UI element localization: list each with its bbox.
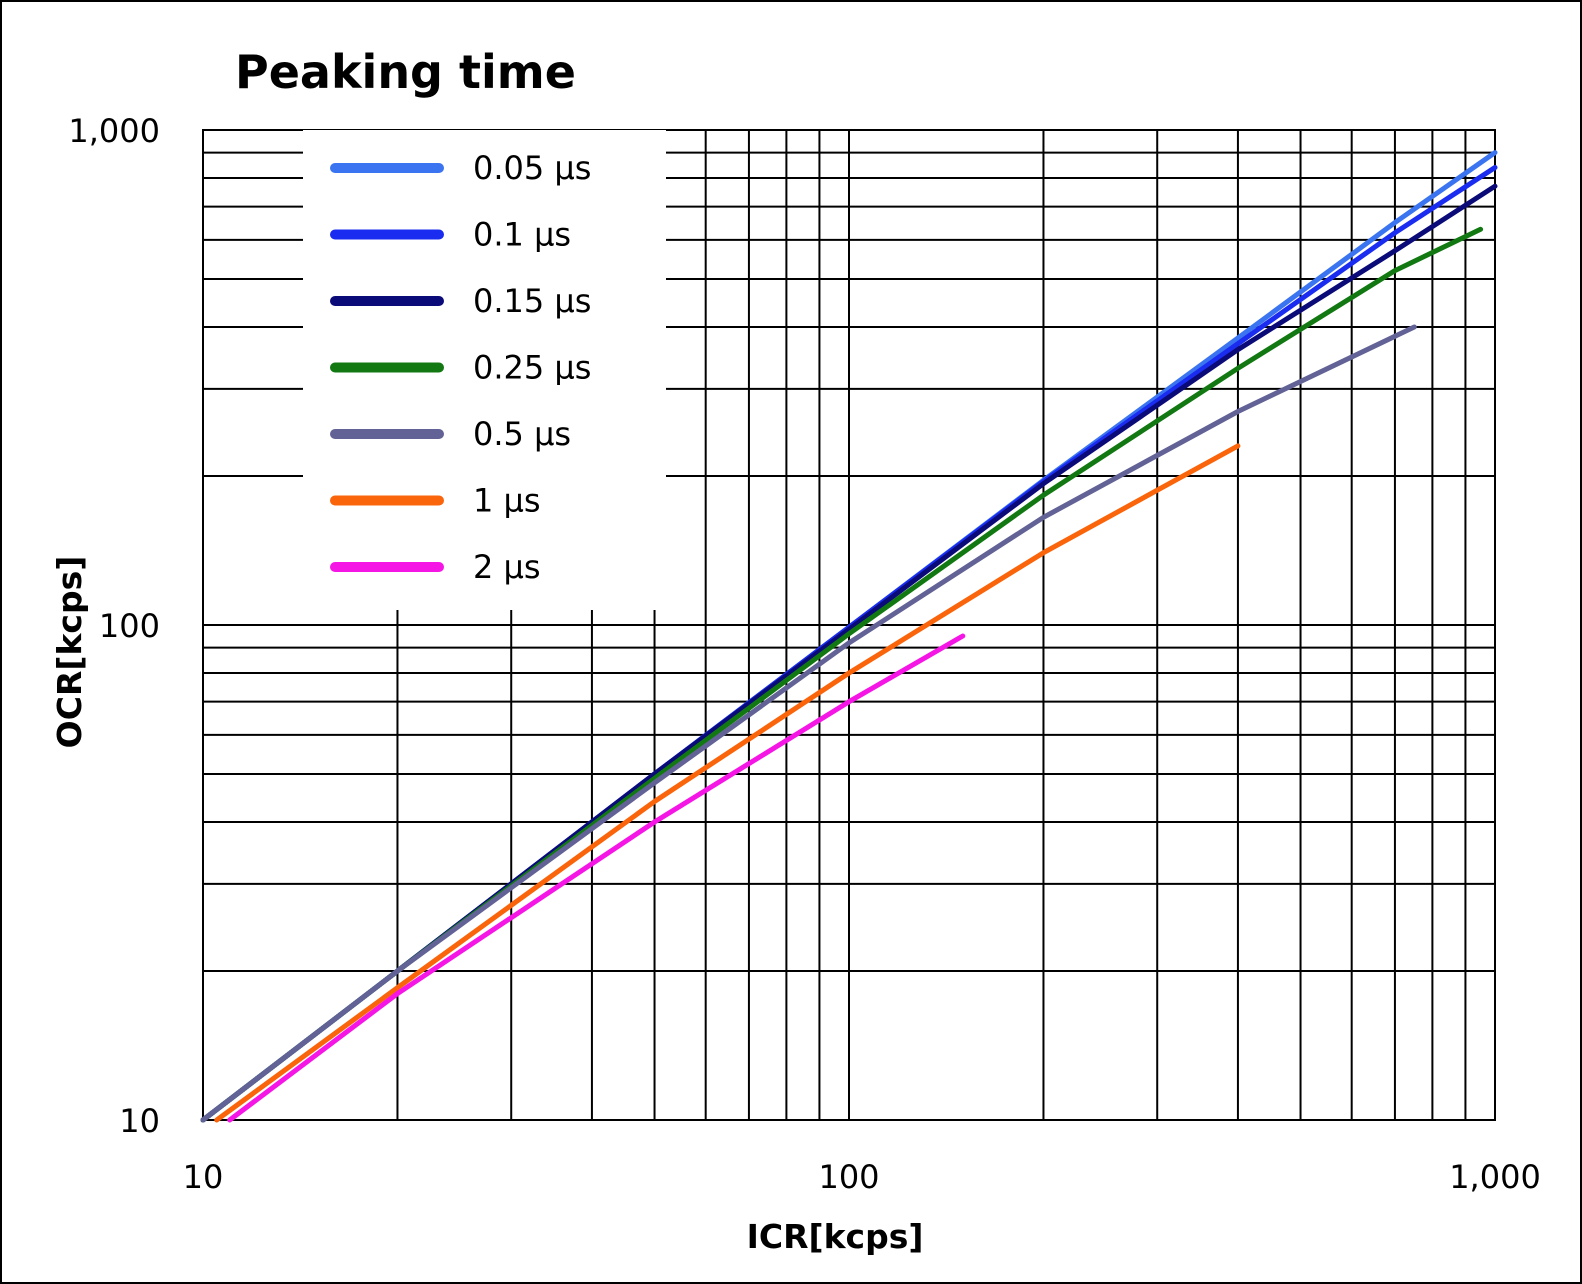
- legend: 0.05 μs 0.1 μs 0.15 μs 0.25 μs 0.5 μs 1 μs 2 μ…: [330, 149, 591, 586]
- series-line-5: [214, 443, 1241, 1123]
- x-axis-title: ICR[kcps]: [747, 1217, 924, 1256]
- y-axis-title: OCR[kcps]: [50, 556, 89, 749]
- tick-labels: 10 100 1,000 10 100 1,000: [68, 112, 1540, 1196]
- x-tick-label: 100: [818, 1158, 879, 1196]
- legend-label: 0.15 μs: [473, 282, 591, 320]
- grid: [202, 129, 1496, 1121]
- y-tick-label: 100: [99, 607, 160, 645]
- y-tick-label: 10: [119, 1102, 160, 1140]
- series-line-4: [200, 324, 1417, 1123]
- legend-label: 0.1 μs: [473, 216, 571, 254]
- chart-title: Peaking time: [235, 45, 576, 99]
- x-tick-label: 1,000: [1449, 1158, 1541, 1196]
- legend-label: 1 μs: [473, 482, 541, 520]
- x-tick-label: 10: [183, 1158, 224, 1196]
- legend-label: 0.5 μs: [473, 415, 571, 453]
- series-lines: [200, 150, 1498, 1123]
- legend-label: 0.05 μs: [473, 149, 591, 187]
- y-tick-label: 1,000: [68, 112, 160, 150]
- legend-label: 2 μs: [473, 548, 541, 586]
- legend-label: 0.25 μs: [473, 349, 591, 387]
- plot-border: [202, 129, 1496, 1121]
- series-line-6: [227, 633, 966, 1123]
